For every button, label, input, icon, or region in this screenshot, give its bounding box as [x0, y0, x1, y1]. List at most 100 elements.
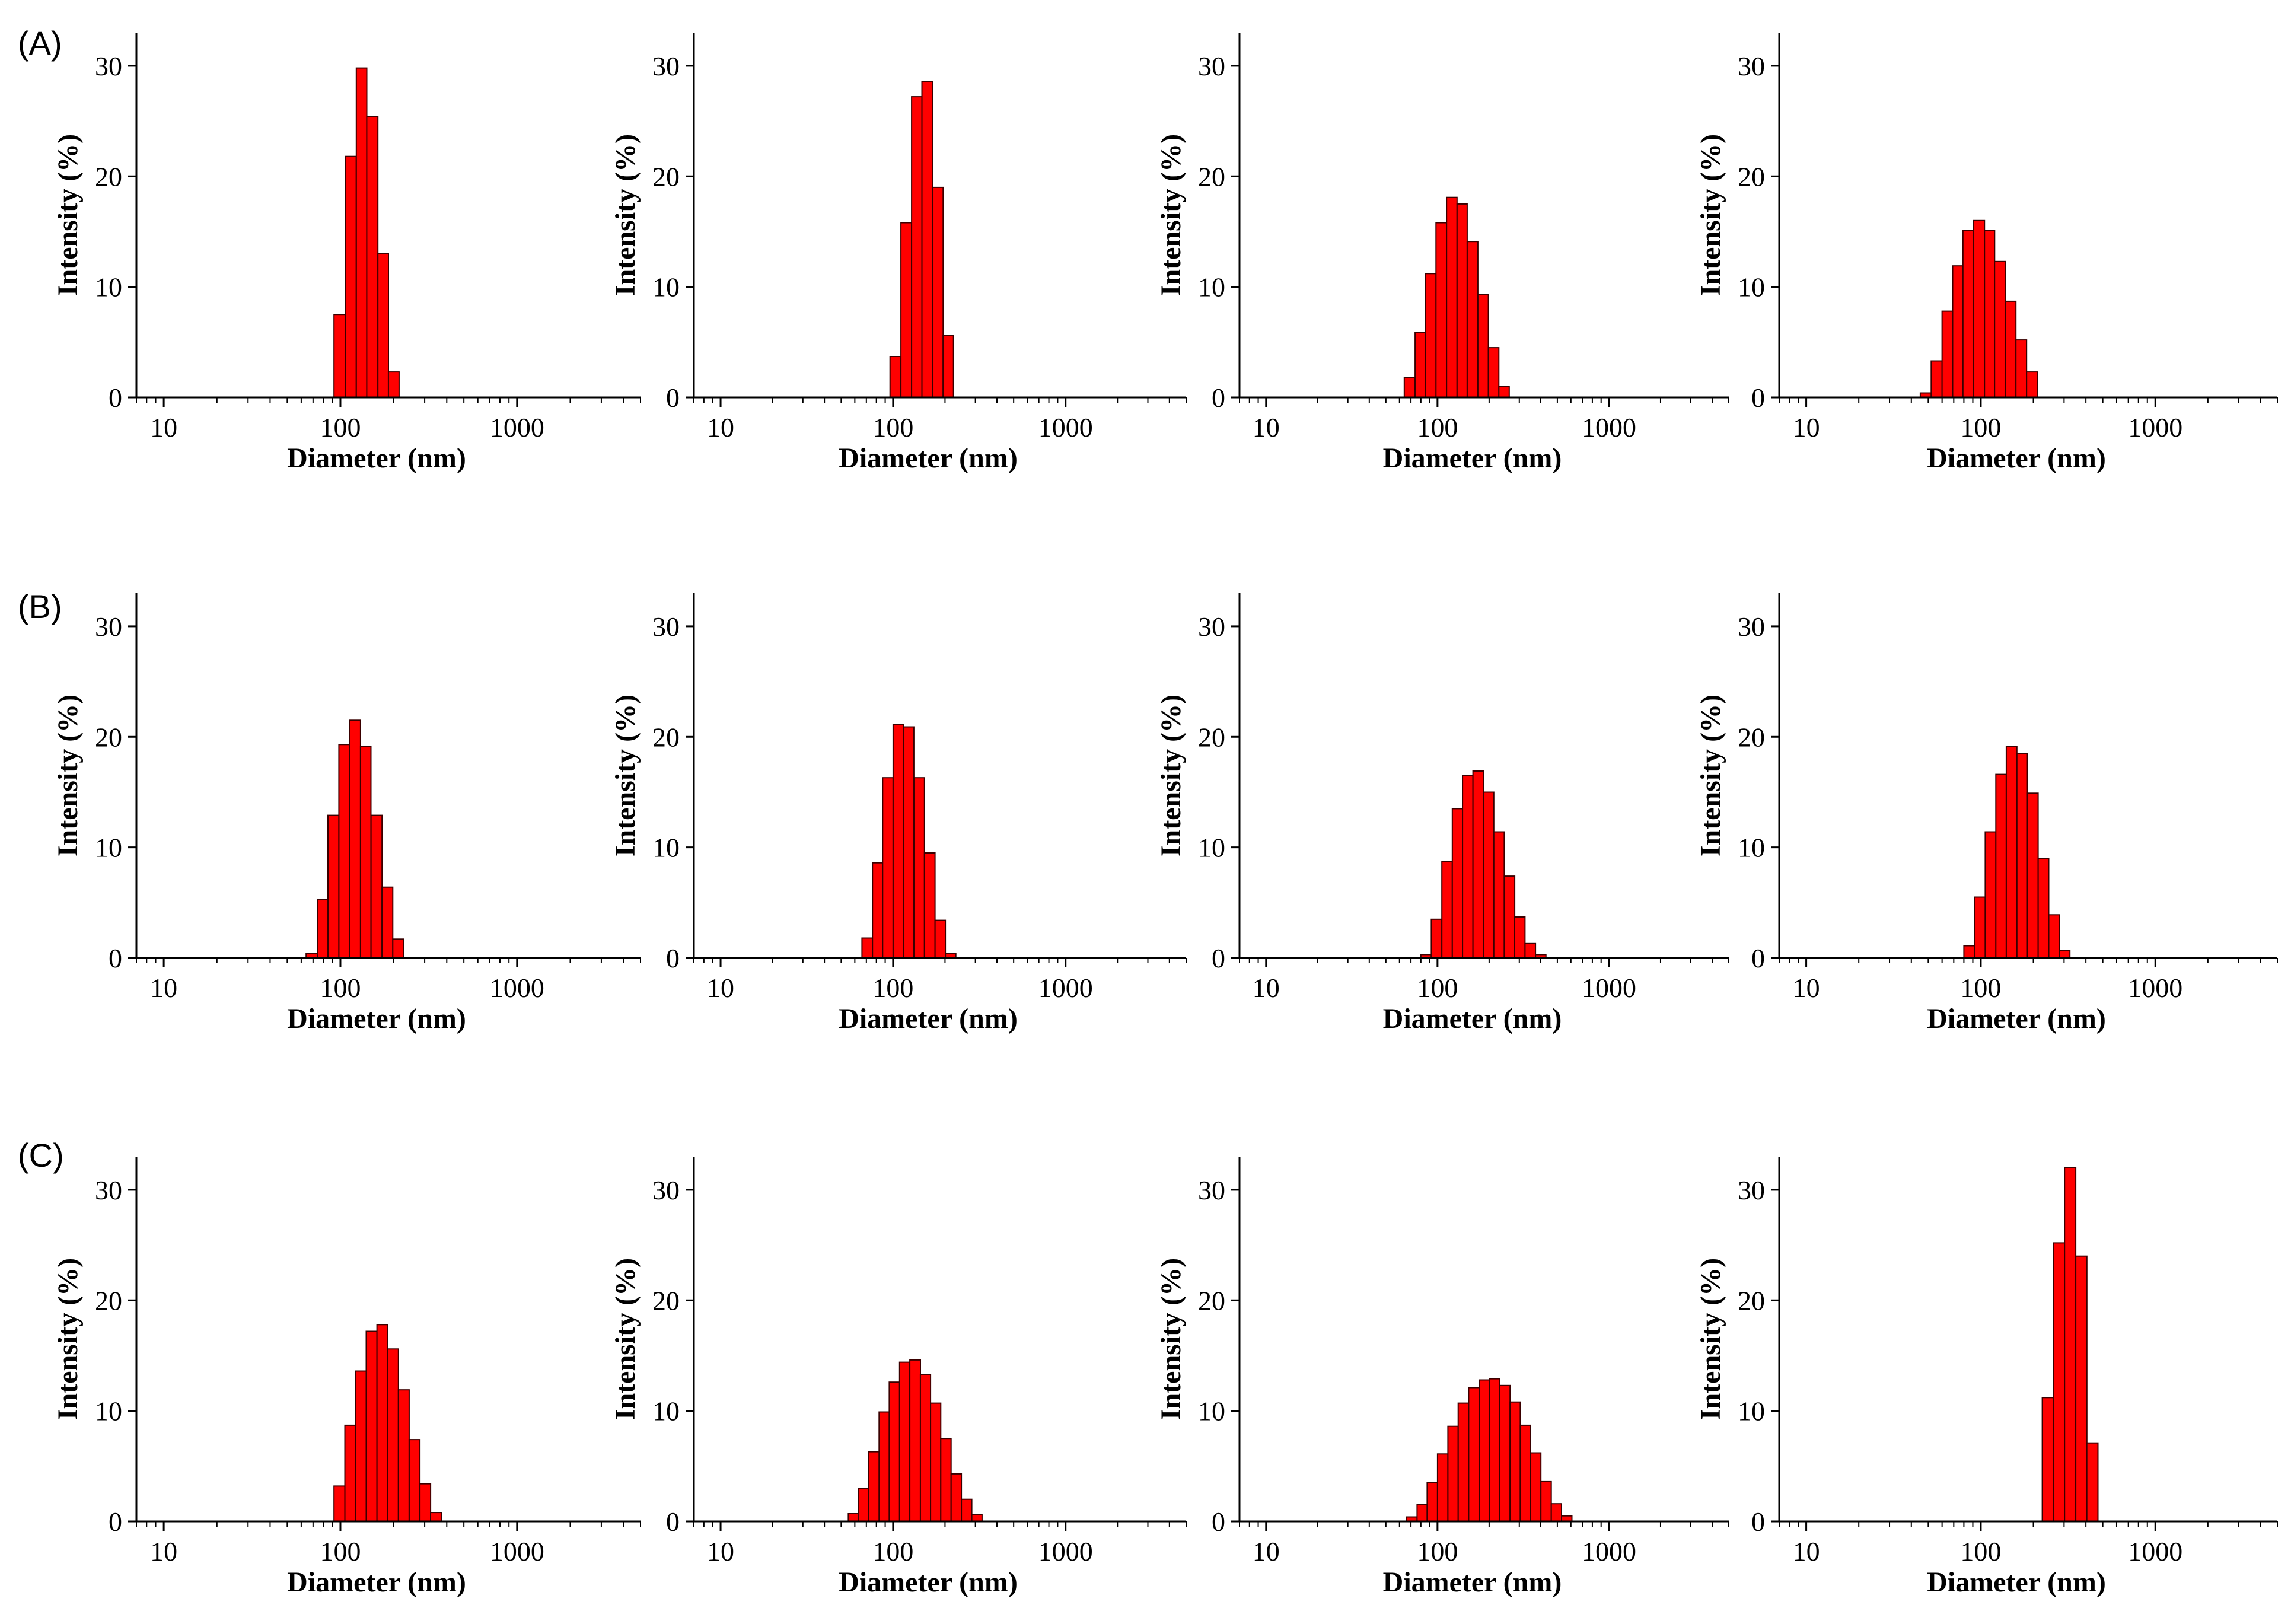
y-tick-label: 30 — [652, 1175, 680, 1205]
x-axis-title: Diameter (nm) — [287, 442, 466, 474]
x-tick-label: 1000 — [2128, 1536, 2182, 1566]
x-tick-label: 100 — [1960, 973, 2001, 1003]
y-tick-label: 20 — [1738, 722, 1765, 752]
histogram-bar — [1457, 1402, 1470, 1523]
histogram-bar — [338, 744, 350, 959]
y-tick-label: 0 — [1751, 383, 1765, 413]
histogram-panel-8: 0 10 20 30 10 100 1000 Diameter (nm) Intensity (… — [1695, 593, 2278, 1034]
y-tick-label: 20 — [1198, 722, 1225, 752]
y-tick-label: 10 — [95, 1396, 122, 1426]
y-tick-label: 10 — [652, 833, 680, 863]
histogram-bar — [355, 1370, 367, 1522]
histogram-bar — [2026, 371, 2038, 398]
histogram-bar — [1487, 347, 1500, 398]
x-tick-label: 100 — [872, 412, 913, 442]
y-tick-label: 30 — [1738, 1175, 1765, 1205]
y-tick-label: 10 — [652, 1396, 680, 1426]
x-tick-label: 10 — [707, 1536, 734, 1566]
x-axis-title: Diameter (nm) — [1383, 1003, 1562, 1034]
y-axis-title: Intensity (%) — [1155, 1258, 1187, 1420]
histogram-bar — [1498, 386, 1510, 399]
histogram-bar — [923, 852, 936, 959]
y-tick-label: 0 — [666, 383, 680, 413]
histogram-bar — [909, 1359, 921, 1522]
histogram-bar — [1414, 332, 1426, 398]
histogram-bar — [940, 1438, 952, 1522]
histogram-panel-9: 0 10 20 30 10 100 1000 Diameter (nm) Intensity (… — [52, 1157, 641, 1598]
histogram-bar — [419, 1483, 432, 1523]
y-tick-label: 30 — [95, 51, 122, 81]
histogram-panel-3: 0 10 20 30 10 100 1000 Diameter (nm) Intensity (… — [1155, 33, 1729, 474]
histogram-bar — [397, 1389, 410, 1522]
histogram-bar — [1451, 808, 1464, 959]
y-axis-title: Intensity (%) — [1695, 134, 1726, 296]
histogram-bar — [1550, 1503, 1562, 1522]
y-tick-label: 10 — [95, 272, 122, 302]
histogram-panel-11: 0 10 20 30 10 100 1000 Diameter (nm) Intensity (… — [1155, 1157, 1729, 1598]
y-tick-label: 30 — [652, 51, 680, 81]
y-axis-title: Intensity (%) — [52, 1258, 84, 1420]
y-axis-title: Intensity (%) — [1155, 695, 1187, 856]
x-tick-label: 1000 — [1038, 412, 1093, 442]
y-tick-label: 0 — [666, 1507, 680, 1537]
y-tick-label: 10 — [1738, 833, 1765, 863]
histogram-bar — [365, 1330, 378, 1522]
y-tick-label: 10 — [1198, 272, 1225, 302]
histogram-bar — [1436, 1453, 1449, 1523]
y-axis-title: Intensity (%) — [52, 695, 84, 856]
histogram-panel-2: 0 10 20 30 10 100 1000 Diameter (nm) Intensity (… — [610, 33, 1187, 474]
histogram-bar — [1524, 942, 1537, 959]
histogram-bar — [1441, 861, 1453, 959]
y-axis-title: Intensity (%) — [1695, 695, 1726, 856]
y-tick-label: 0 — [1751, 1507, 1765, 1537]
histogram-bar — [934, 919, 947, 959]
y-tick-label: 20 — [1198, 161, 1225, 192]
histogram-bar — [872, 862, 884, 959]
histogram-bar — [858, 1488, 869, 1523]
histogram-bar — [333, 1485, 346, 1522]
histogram-bar — [1426, 1482, 1438, 1523]
x-tick-label: 100 — [872, 1536, 913, 1566]
histogram-bar — [919, 1374, 932, 1523]
histogram-bar — [2026, 792, 2039, 959]
x-tick-label: 1000 — [490, 412, 544, 442]
histogram-bar — [2086, 1442, 2099, 1522]
x-axis-title: Diameter (nm) — [1383, 442, 1562, 474]
histogram-bar — [1479, 1379, 1490, 1522]
histogram-bar — [898, 1361, 911, 1523]
histogram-bar — [961, 1498, 973, 1522]
histogram-bar — [366, 116, 379, 398]
histogram-bar — [1430, 918, 1443, 959]
histogram-bar — [1466, 241, 1479, 398]
y-axis-title: Intensity (%) — [610, 1258, 641, 1420]
histogram-bar — [1446, 196, 1458, 398]
histogram-bar — [1519, 1424, 1531, 1522]
histogram-bar — [327, 814, 340, 959]
histogram-bar — [2041, 1397, 2054, 1523]
histogram-bar — [2005, 746, 2018, 959]
histogram-bar — [1425, 273, 1437, 398]
y-tick-label: 10 — [1738, 272, 1765, 302]
x-axis-title: Diameter (nm) — [1927, 442, 2106, 474]
histogram-bar — [370, 814, 383, 959]
y-tick-label: 10 — [95, 833, 122, 863]
y-tick-label: 20 — [1738, 1285, 1765, 1316]
histogram-bar — [1930, 360, 1943, 398]
x-axis-title: Diameter (nm) — [1927, 1566, 2106, 1598]
x-axis-title: Diameter (nm) — [839, 1003, 1018, 1034]
y-axis-title: Intensity (%) — [52, 134, 84, 296]
histogram-bar — [1995, 773, 2007, 959]
y-tick-label: 30 — [1738, 612, 1765, 642]
x-tick-label: 100 — [320, 412, 361, 442]
histogram-bar — [1483, 791, 1495, 959]
histogram-bar — [2064, 1167, 2077, 1522]
x-tick-label: 10 — [1793, 973, 1820, 1003]
x-axis-title: Diameter (nm) — [839, 1566, 1018, 1598]
x-tick-label: 100 — [1960, 412, 2001, 442]
x-tick-label: 10 — [707, 973, 734, 1003]
y-tick-label: 20 — [95, 1285, 122, 1316]
histogram-bar — [2075, 1255, 2088, 1522]
histogram-bar — [408, 1439, 421, 1523]
